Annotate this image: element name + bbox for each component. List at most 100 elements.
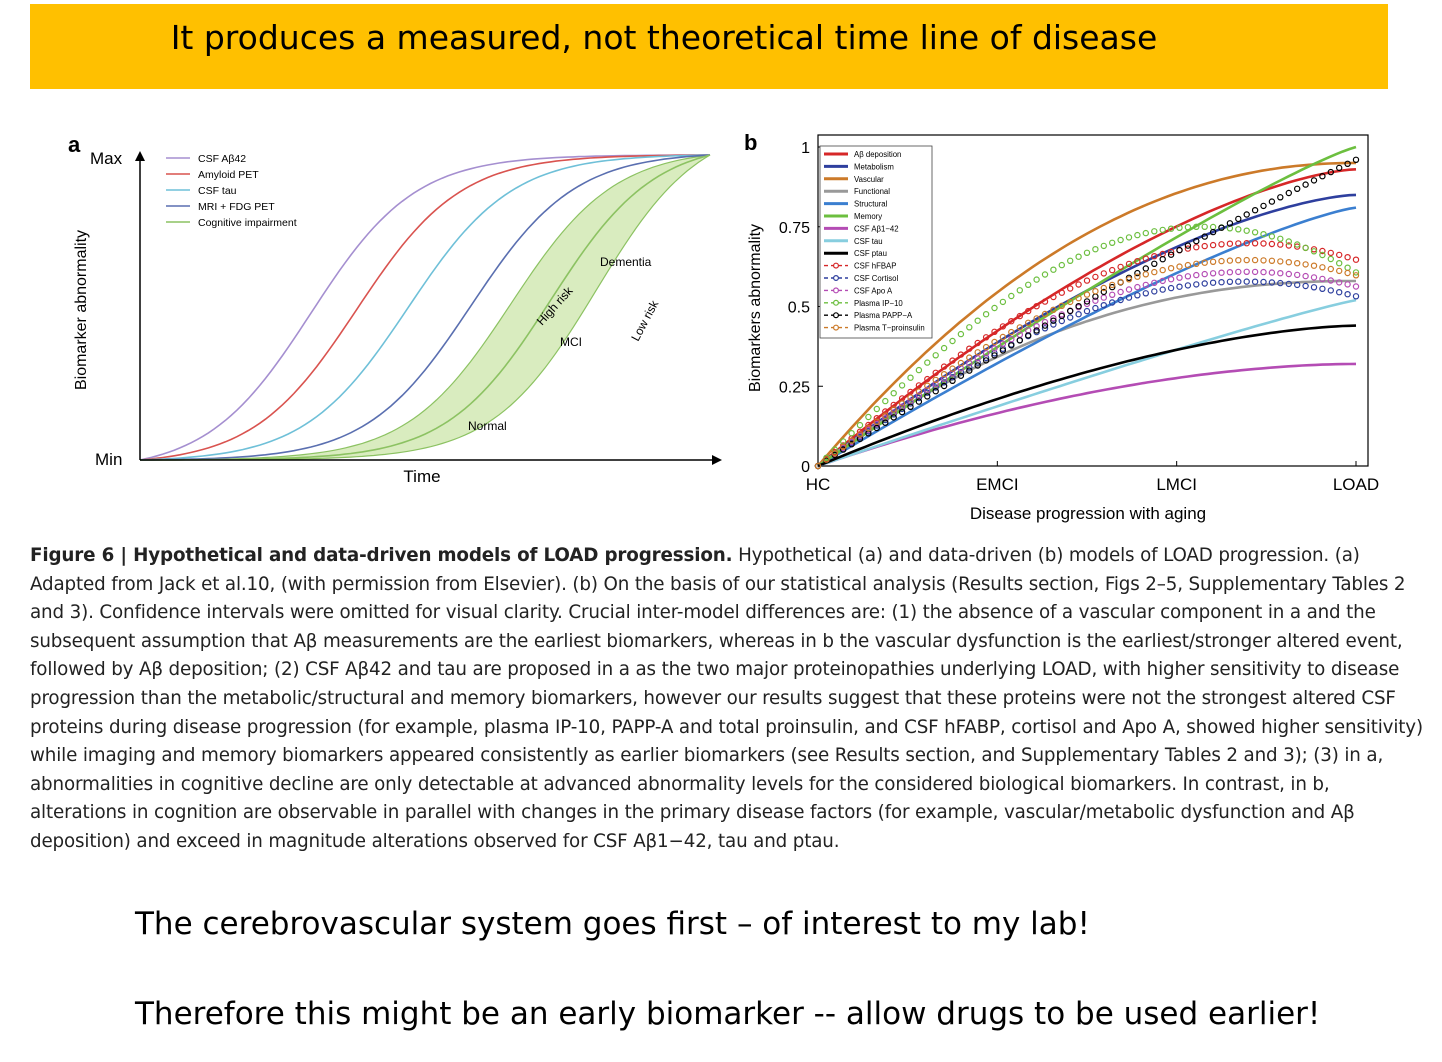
panel-b-line-8 (817, 324, 1357, 468)
panel-b-point (1184, 261, 1192, 269)
panel-b-point (915, 366, 923, 374)
panel-b-point (1058, 312, 1066, 320)
panel-b-point (982, 354, 990, 362)
panel-b-point (1100, 284, 1108, 292)
panel-b-point (966, 345, 973, 352)
panel-b-point (999, 323, 1007, 330)
panel-b-point (1285, 189, 1293, 197)
panel-b-point (940, 363, 948, 370)
panel-b-point (1251, 229, 1259, 236)
panel-b-y-tick-label-2: 0.5 (788, 300, 810, 317)
panel-b-point (1092, 287, 1099, 295)
panel-b-point (1075, 310, 1082, 318)
panel-b-point (873, 405, 881, 413)
panel-b-point (1125, 294, 1133, 301)
panel-b-point (1008, 342, 1015, 349)
panel-b-point (1352, 156, 1360, 164)
panel-b-point (1184, 245, 1192, 252)
panel-b-point (1151, 228, 1158, 235)
panel-b-point (814, 462, 822, 470)
panel-b-point (991, 328, 998, 335)
panel-b-point (982, 343, 990, 351)
panel-a-line-0 (139, 154, 710, 461)
panel-b-point (1134, 292, 1141, 299)
panel-b-point (999, 340, 1007, 347)
panel-b-point (873, 424, 881, 432)
panel-b-point (1100, 242, 1108, 250)
panel-b-point (1293, 281, 1301, 289)
panel-b-point (1134, 269, 1141, 277)
panel-a-y-arrow (135, 151, 145, 161)
panel-b-point (907, 394, 914, 401)
panel-b-point (873, 420, 881, 428)
panel-b-point (840, 446, 847, 453)
panel-b-point (1235, 215, 1242, 223)
panel-b-point (1142, 271, 1150, 278)
panel-b-point (1016, 312, 1024, 320)
note-early-biomarker: Therefore this might be an early biomark… (135, 996, 1321, 1032)
panel-b-point (1319, 251, 1326, 259)
panel-b-point (949, 374, 956, 381)
panel-b-point (1277, 194, 1284, 201)
panel-b-point (1352, 272, 1360, 279)
panel-b-point (1167, 251, 1175, 258)
panel-b-point (1302, 282, 1309, 290)
panel-b-point (890, 406, 897, 413)
panel-b-point (1117, 296, 1124, 304)
panel-b-point (1268, 279, 1276, 286)
panel-b-point (1142, 255, 1150, 262)
panel-b-point (823, 456, 830, 463)
panel-b-point (1251, 278, 1259, 285)
panel-b-point (1285, 280, 1293, 288)
panel-b-point (924, 375, 931, 383)
panel-b-point (1108, 299, 1116, 306)
panel-b-legend-label-2: Vascular (854, 175, 884, 184)
panel-b-point (1066, 257, 1074, 264)
panel-b-point (1125, 234, 1133, 241)
panel-b-point (898, 400, 906, 407)
panel-b-legend-label-10: CSF Cortisol (854, 274, 898, 283)
panel-b-point (1066, 298, 1074, 306)
panel-b-y-tick-label-0: 0 (801, 459, 810, 476)
panel-b-point (1277, 241, 1284, 248)
panel-b-point (1184, 282, 1192, 289)
panel-b-point (882, 408, 889, 415)
panel-b-point (1235, 240, 1242, 247)
panel-b-point (1335, 279, 1343, 286)
panel-b-point (1193, 271, 1200, 279)
panel-b-point (982, 310, 990, 318)
panel-b-legend-marker-9 (832, 262, 839, 269)
panel-a-line-3 (139, 154, 711, 461)
panel-b-point (1025, 307, 1032, 315)
panel-b-point (957, 359, 965, 367)
panel-b-point (1251, 206, 1259, 214)
panel-b-point (1125, 276, 1133, 283)
panel-b-point (974, 354, 981, 362)
panel-b-point (1050, 321, 1057, 328)
panel-b-point (898, 382, 906, 389)
panel-b-point (1260, 230, 1267, 238)
panel-b-point (831, 450, 839, 457)
panel-b-legend-label-9: CSF hFBAP (854, 262, 896, 271)
panel-b-point (1066, 307, 1074, 315)
panel-b-point (856, 431, 864, 438)
panel-b-point (1243, 268, 1250, 275)
panel-a-annotation-4: Normal (468, 419, 507, 433)
panel-b-point (1142, 229, 1150, 237)
panel-b-point (1243, 227, 1250, 234)
panel-b-point (1083, 249, 1091, 256)
panel-b-point (957, 368, 965, 376)
panel-b-point (1033, 276, 1040, 283)
panel-b-point (915, 398, 923, 405)
panel-b-point (1117, 288, 1124, 296)
panel-b-point (1335, 267, 1343, 275)
panel-b-point (1159, 286, 1166, 293)
panel-b-legend-marker-14 (832, 324, 839, 331)
panel-b-point (940, 382, 948, 390)
panel-b-point (991, 338, 998, 346)
panel-b-legend-label-4: Structural (854, 200, 888, 209)
panel-b-point (1092, 297, 1099, 304)
panel-b-point (1151, 252, 1158, 260)
panel-b-point (999, 347, 1007, 354)
panel-b-point (1016, 324, 1024, 331)
